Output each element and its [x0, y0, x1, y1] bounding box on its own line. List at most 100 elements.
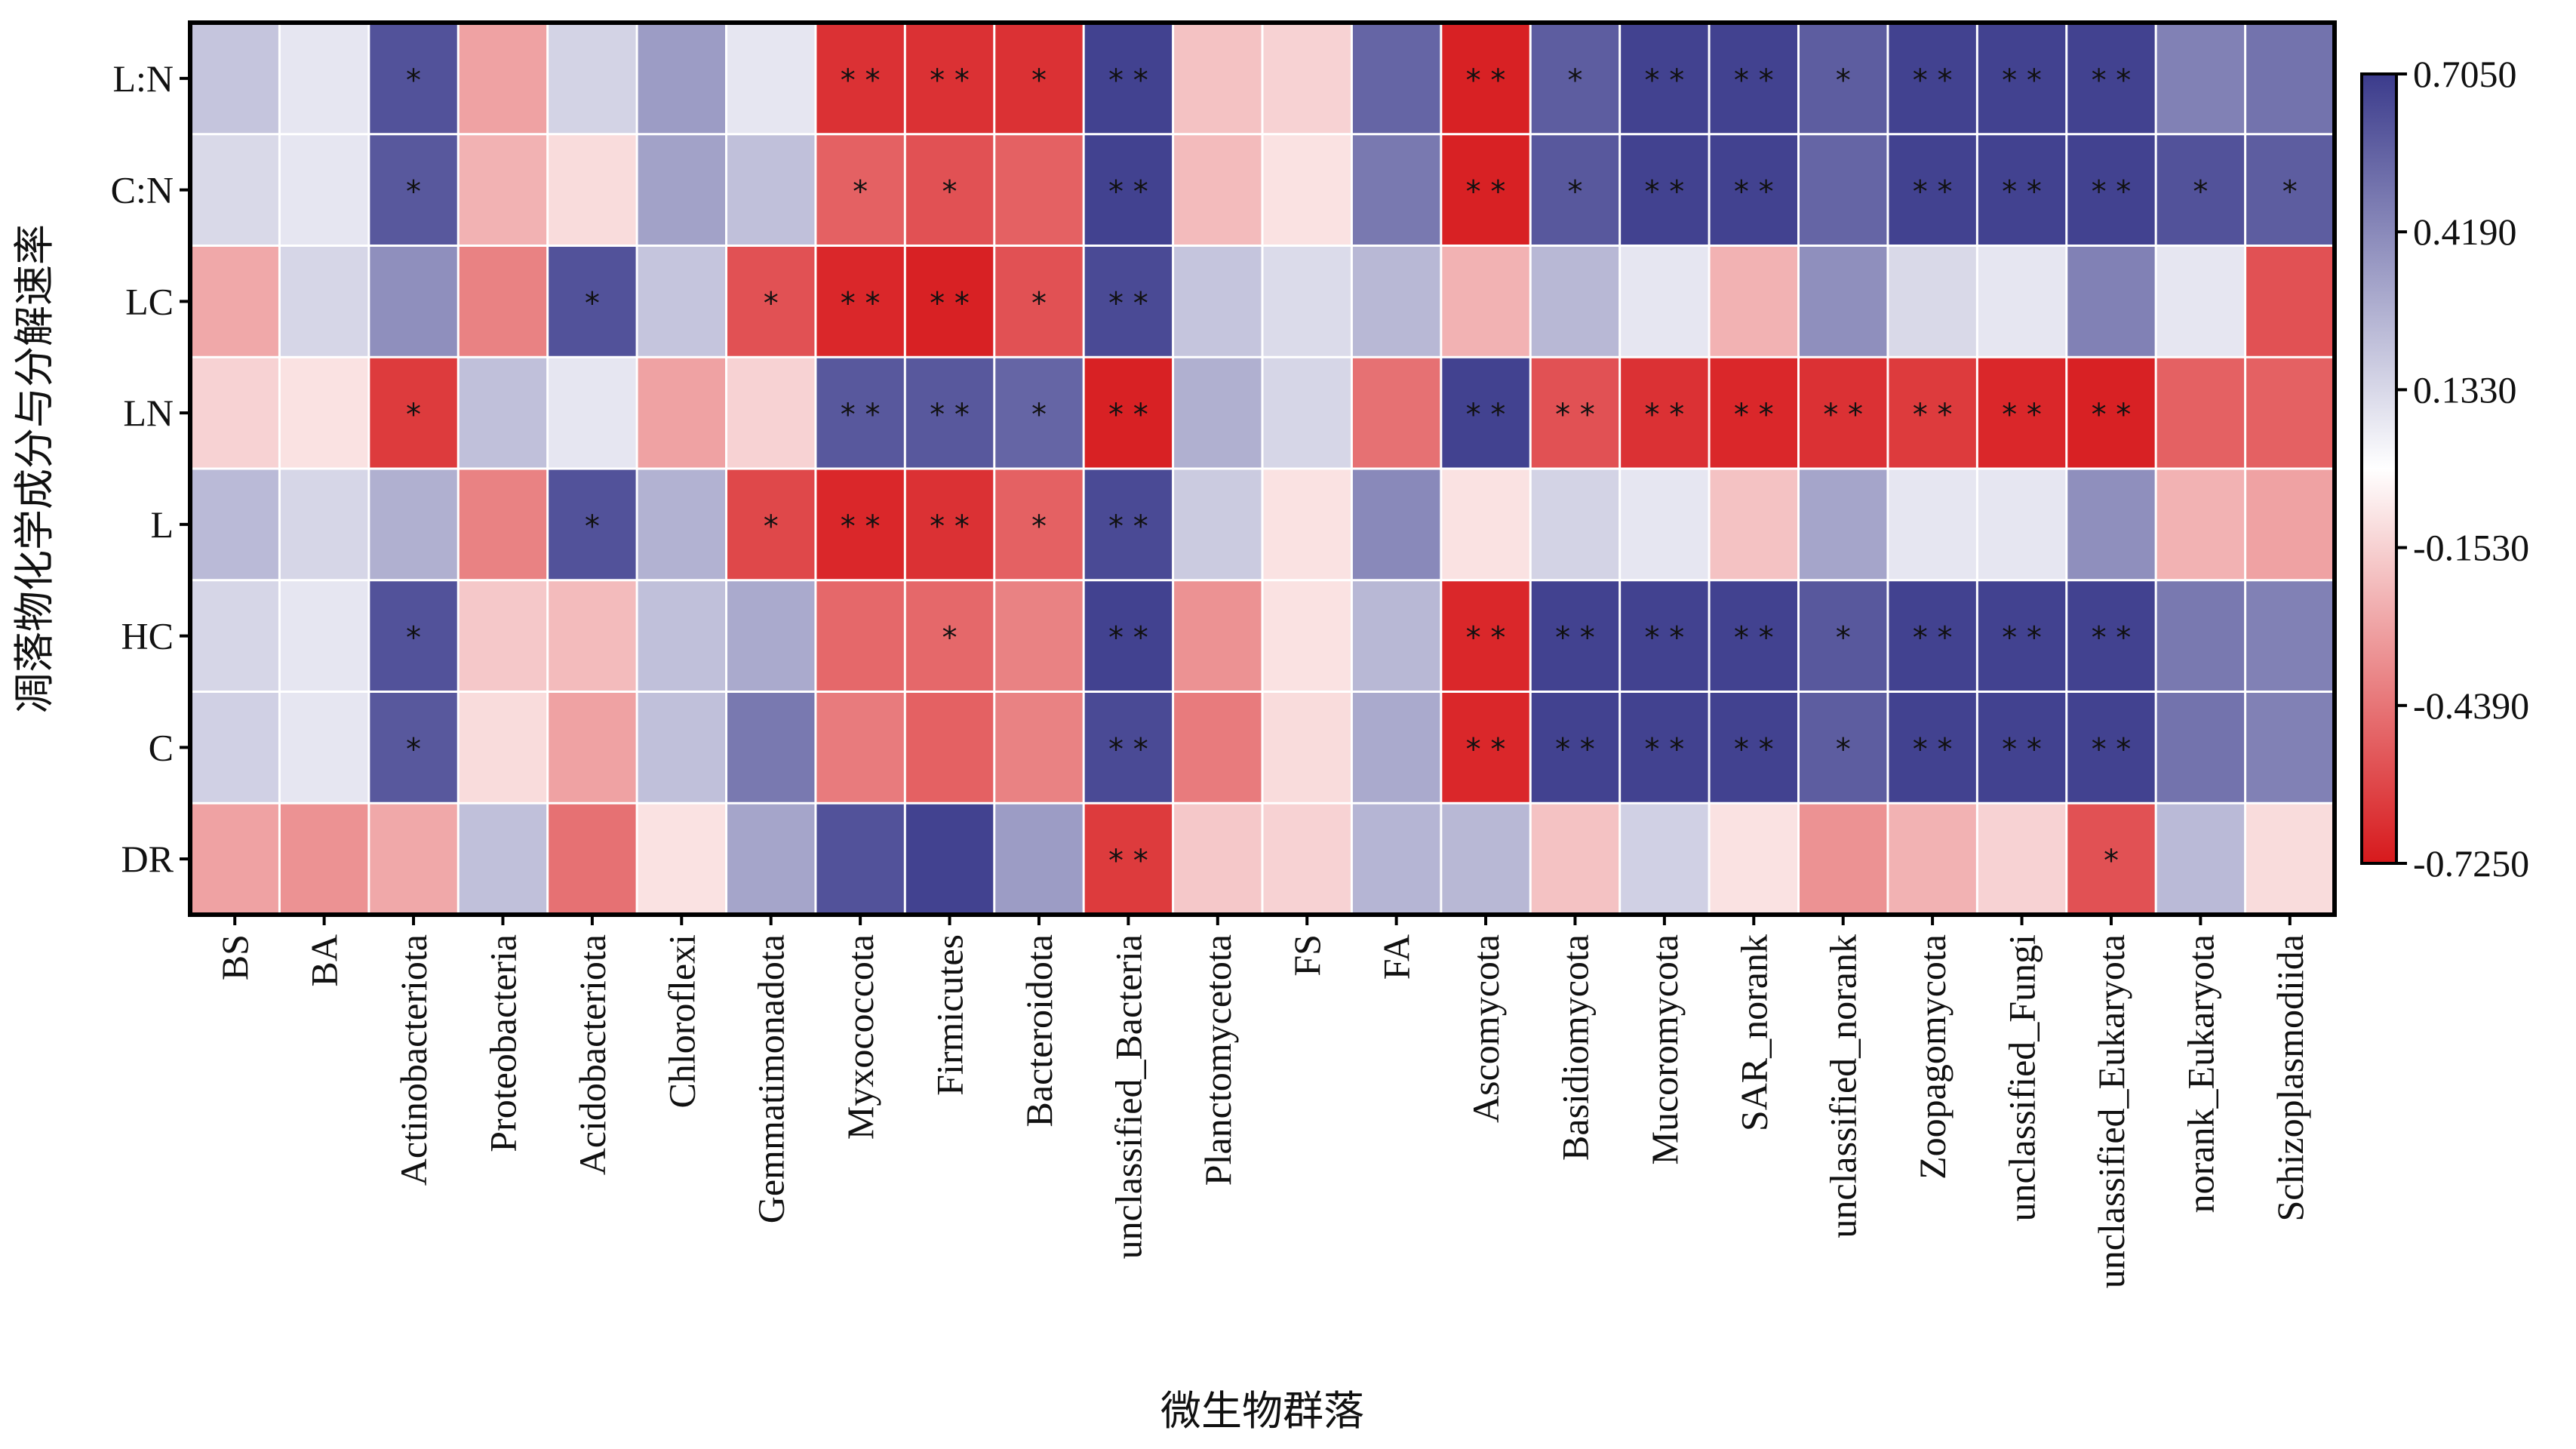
- heatmap-cell-lc-fs: [1263, 247, 1351, 356]
- heatmap-cell-dr-schizoplasmodiida: [2246, 804, 2334, 914]
- column-label-ascomycota: Ascomycota: [1465, 934, 1507, 1123]
- heatmap-cell-ln-unclassified-bacteria: [1084, 358, 1173, 468]
- heatmap-cell-ln-myxococcota: [816, 358, 904, 468]
- significance-mark-hc-basidiomycota: * *: [1555, 621, 1595, 656]
- heatmap-cell-c-n-acidobacteriota: [549, 135, 636, 245]
- heatmap-cell-c-firmicutes: [905, 693, 994, 802]
- heatmap-cell-hc-fa: [1352, 581, 1440, 691]
- significance-mark-c-n-firmicutes: *: [942, 175, 958, 210]
- heatmap-cell-c-n-fs: [1263, 135, 1351, 245]
- heatmap-cell-lc-myxococcota: [816, 247, 904, 356]
- significance-mark-l-n-myxococcota: * *: [841, 63, 881, 98]
- significance-mark-c-n-norank-eukaryota: *: [2193, 175, 2208, 210]
- colorbar-gradient: [2360, 72, 2398, 865]
- heatmap-cell-dr-fa: [1352, 804, 1440, 914]
- column-label-myxococcota: Myxococcota: [839, 934, 881, 1140]
- heatmap-cell-l-unclassified-fungi: [1978, 469, 2066, 580]
- heatmap-cell-dr-proteobacteria: [459, 804, 547, 914]
- heatmap-cell-ln-unclassified-fungi: [1978, 358, 2066, 468]
- significance-mark-l-n-mucoromycota: * *: [1645, 63, 1685, 98]
- heatmap-cell-c-basidiomycota: [1531, 693, 1619, 802]
- heatmap-cell-lc-proteobacteria: [459, 247, 547, 356]
- heatmap-cell-c-proteobacteria: [459, 693, 547, 802]
- heatmap-cell-ln-zoopagomycota: [1889, 358, 1976, 468]
- heatmap-cell-dr-myxococcota: [816, 804, 904, 914]
- heatmap-cell-c-chloroflexi: [638, 693, 725, 802]
- heatmap-cell-hc-mucoromycota: [1621, 581, 1708, 691]
- heatmap-cell-c-n-bs: [191, 135, 278, 245]
- heatmap-cell-c-n-bacteroidota: [995, 135, 1083, 245]
- heatmap-cell-lc-norank-eukaryota: [2156, 247, 2245, 356]
- heatmap-cell-lc-unclassified-bacteria: [1084, 247, 1173, 356]
- significance-mark-ln-unclassified-bacteria: * *: [1108, 398, 1148, 432]
- significance-mark-l-n-ascomycota: * *: [1466, 63, 1506, 98]
- column-label-unclassified-fungi: unclassified_Fungi: [2001, 934, 2043, 1222]
- heatmap-cell-c-n-unclassified-bacteria: [1084, 135, 1173, 245]
- heatmap-cell-ln-schizoplasmodiida: [2246, 358, 2334, 468]
- heatmap-cell-dr-chloroflexi: [638, 804, 725, 914]
- heatmap-cell-dr-fs: [1263, 804, 1351, 914]
- heatmap-cell-c-mucoromycota: [1621, 693, 1708, 802]
- colorbar-tick-label: 0.4190: [2413, 211, 2517, 253]
- heatmap-cell-l-n-chloroflexi: [638, 23, 725, 134]
- heatmap-cell-hc-planctomycetota: [1174, 581, 1262, 691]
- heatmap-cell-ln-ascomycota: [1442, 358, 1529, 468]
- heatmap-cell-hc-unclassified-bacteria: [1084, 581, 1173, 691]
- column-label-fs: FS: [1286, 934, 1328, 977]
- heatmap-cell-hc-bs: [191, 581, 278, 691]
- significance-mark-l-n-unclassified-fungi: * *: [2002, 63, 2042, 98]
- heatmap-cell-lc-fa: [1352, 247, 1440, 356]
- heatmap-cell-l-n-unclassified-norank: [1800, 23, 1887, 134]
- heatmap-cell-c-acidobacteriota: [549, 693, 636, 802]
- heatmap-cell-l-actinobacteriota: [370, 469, 457, 580]
- significance-mark-l-acidobacteriota: *: [585, 509, 600, 544]
- column-label-gemmatimonadota: Gemmatimonadota: [750, 934, 792, 1223]
- heatmap-cell-l-schizoplasmodiida: [2246, 469, 2334, 580]
- heatmap-cell-l-n-basidiomycota: [1531, 23, 1619, 134]
- column-label-unclassified-eukaryota: unclassified_Eukaryota: [2090, 934, 2132, 1288]
- heatmap-cell-lc-gemmatimonadota: [727, 247, 815, 356]
- row-label-hc: HC: [121, 615, 174, 657]
- heatmap-cell-l-n-myxococcota: [816, 23, 904, 134]
- heatmap-cell-l-n-proteobacteria: [459, 23, 547, 134]
- heatmap-cell-c-n-chloroflexi: [638, 135, 725, 245]
- heatmap-cell-l-unclassified-bacteria: [1084, 469, 1173, 580]
- significance-mark-ln-unclassified-eukaryota: * *: [2092, 398, 2132, 432]
- heatmap-cell-ln-chloroflexi: [638, 358, 725, 468]
- significance-mark-lc-bacteroidota: *: [1031, 286, 1047, 321]
- heatmap-cell-l-myxococcota: [816, 469, 904, 580]
- significance-mark-c-actinobacteriota: *: [406, 732, 421, 767]
- heatmap-cell-hc-gemmatimonadota: [727, 581, 815, 691]
- heatmap-cell-c-planctomycetota: [1174, 693, 1262, 802]
- significance-mark-l-firmicutes: * *: [930, 509, 970, 544]
- heatmap-cell-c-zoopagomycota: [1889, 693, 1976, 802]
- heatmap-cell-ln-proteobacteria: [459, 358, 547, 468]
- heatmap-cell-l-n-bacteroidota: [995, 23, 1083, 134]
- heatmap-cell-l-n-norank-eukaryota: [2156, 23, 2245, 134]
- heatmap-cell-dr-acidobacteriota: [549, 804, 636, 914]
- heatmap-cell-c-n-zoopagomycota: [1889, 135, 1976, 245]
- heatmap-cell-hc-unclassified-fungi: [1978, 581, 2066, 691]
- significance-mark-hc-unclassified-bacteria: * *: [1108, 621, 1148, 656]
- column-label-unclassified-norank: unclassified_norank: [1822, 934, 1864, 1238]
- significance-mark-c-basidiomycota: * *: [1555, 732, 1595, 767]
- heatmap-cell-dr-ba: [280, 804, 368, 914]
- heatmap-cell-l-n-schizoplasmodiida: [2246, 23, 2334, 134]
- significance-mark-l-n-actinobacteriota: *: [406, 63, 421, 98]
- heatmap-cell-l-n-planctomycetota: [1174, 23, 1262, 134]
- column-label-mucoromycota: Mucoromycota: [1643, 934, 1686, 1164]
- heatmap-cell-c-myxococcota: [816, 693, 904, 802]
- heatmap-cell-c-n-myxococcota: [816, 135, 904, 245]
- heatmap-cell-dr-basidiomycota: [1531, 804, 1619, 914]
- significance-mark-c-unclassified-bacteria: * *: [1108, 732, 1148, 767]
- heatmap-cell-c-schizoplasmodiida: [2246, 693, 2334, 802]
- colorbar-tick-label: -0.4390: [2413, 685, 2529, 727]
- heatmap-cell-lc-bs: [191, 247, 278, 356]
- row-label-dr: DR: [121, 838, 174, 880]
- significance-mark-dr-unclassified-bacteria: * *: [1108, 844, 1148, 878]
- heatmap-cell-hc-ascomycota: [1442, 581, 1529, 691]
- column-label-firmicutes: Firmicutes: [929, 934, 971, 1096]
- heatmap-cell-hc-proteobacteria: [459, 581, 547, 691]
- heatmap-cell-ln-bs: [191, 358, 278, 468]
